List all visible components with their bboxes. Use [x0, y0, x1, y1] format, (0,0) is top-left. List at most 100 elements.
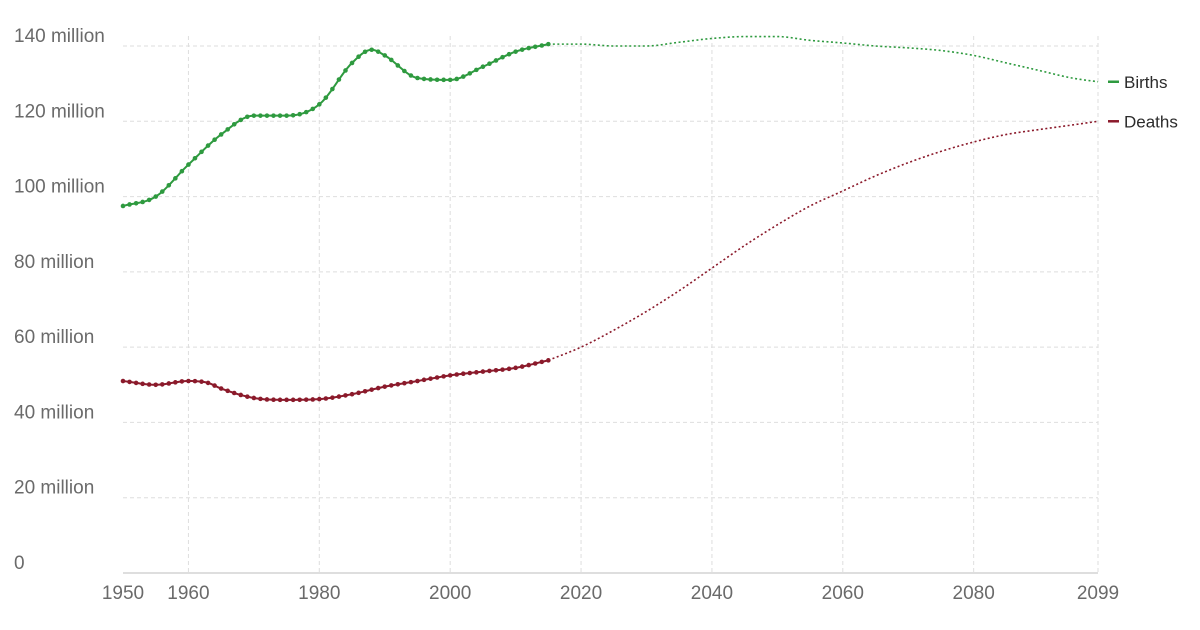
- deaths-data-point: [192, 378, 198, 384]
- births-data-point: [159, 189, 165, 194]
- deaths-data-point: [349, 391, 355, 397]
- deaths-data-point: [284, 397, 289, 403]
- births-data-point: [402, 68, 407, 74]
- y-tick-label: 20 million: [14, 478, 94, 499]
- deaths-data-point: [310, 397, 316, 402]
- births-data-point: [441, 77, 446, 83]
- births-data-point: [343, 68, 348, 73]
- deaths-data-point: [133, 380, 139, 386]
- deaths-data-point: [388, 383, 394, 388]
- deaths-data-point: [532, 361, 538, 366]
- births-data-point: [277, 113, 283, 118]
- births-data-point: [480, 64, 486, 69]
- births-data-point: [192, 155, 198, 161]
- deaths-data-point: [251, 395, 257, 401]
- births-data-point: [539, 43, 545, 48]
- deaths-data-point: [408, 379, 414, 385]
- births-data-point: [146, 197, 152, 203]
- y-tick-label: 40 million: [14, 402, 94, 423]
- deaths-data-point: [297, 397, 302, 403]
- deaths-data-point: [159, 382, 165, 387]
- births-data-point: [271, 113, 276, 118]
- births-data-point: [388, 57, 394, 63]
- deaths-data-point: [303, 397, 309, 402]
- deaths-data-point: [460, 371, 466, 377]
- births-data-point: [231, 122, 237, 127]
- deaths-data-point: [166, 381, 172, 386]
- births-data-point: [460, 74, 466, 79]
- deaths-data-point: [382, 384, 388, 389]
- deaths-data-point: [500, 367, 505, 372]
- births-data-point: [212, 137, 217, 143]
- births-data-point: [166, 183, 172, 188]
- deaths-data-point: [290, 397, 296, 403]
- deaths-data-point: [513, 365, 518, 371]
- deaths-projection-line: [548, 120, 1099, 362]
- x-axis-tick-labels: 1950 1960 1980 2000 2020 2040 2060 2080 2099: [102, 583, 1119, 604]
- deaths-data-point: [323, 396, 329, 401]
- y-tick-label: 80 million: [14, 252, 94, 273]
- births-data-point: [526, 45, 531, 51]
- deaths-data-point: [264, 397, 270, 402]
- y-tick-label: 120 million: [14, 101, 105, 122]
- x-tick-label: 2060: [822, 583, 864, 604]
- births-data-point: [290, 113, 296, 118]
- births-data-point: [362, 49, 368, 55]
- x-tick-label: 1960: [167, 583, 209, 604]
- deaths-data-point: [212, 383, 217, 388]
- deaths-data-point: [258, 396, 263, 402]
- births-projection-line: [548, 35, 1099, 83]
- births-legend-label: Births: [1124, 73, 1167, 92]
- births-data-point: [133, 201, 139, 206]
- x-tick-label: 2080: [953, 583, 995, 604]
- births-data-point: [199, 149, 204, 155]
- births-data-point: [474, 67, 479, 73]
- births-data-point: [153, 194, 159, 199]
- births-data-point: [173, 176, 178, 181]
- births-data-point: [467, 71, 473, 76]
- y-tick-label: 140 million: [14, 26, 105, 47]
- births-data-point: [336, 77, 342, 82]
- deaths-data-point: [336, 394, 342, 399]
- births-data-point: [500, 54, 505, 60]
- births-data-point: [218, 132, 224, 137]
- deaths-data-point: [127, 379, 132, 385]
- births-data-point: [408, 73, 414, 78]
- deaths-data-point: [330, 395, 335, 400]
- deaths-data-point: [506, 366, 512, 372]
- deaths-data-point: [474, 370, 479, 375]
- deaths-data-point: [362, 388, 368, 394]
- births-data-point: [225, 127, 230, 132]
- deaths-data-point: [173, 380, 178, 385]
- x-tick-label: 2020: [560, 583, 602, 604]
- births-data-point: [349, 60, 355, 66]
- births-data-point: [513, 49, 518, 54]
- x-tick-label: 1980: [298, 583, 340, 604]
- deaths-data-point: [428, 376, 433, 381]
- deaths-data-point: [153, 382, 159, 388]
- legend: Births Deaths: [1108, 73, 1178, 131]
- births-data-point: [323, 95, 329, 100]
- deaths-data-point: [519, 364, 525, 369]
- deaths-data-point: [120, 378, 126, 384]
- deaths-data-point: [271, 397, 276, 403]
- deaths-data-point: [375, 385, 381, 391]
- births-data-point: [317, 102, 322, 107]
- deaths-data-point: [487, 368, 492, 374]
- births-data-point: [382, 53, 388, 58]
- births-data-point: [120, 203, 126, 209]
- births-data-point: [127, 202, 132, 207]
- deaths-data-point: [277, 397, 283, 403]
- deaths-data-point: [402, 380, 407, 386]
- deaths-data-point: [146, 382, 152, 387]
- deaths-data-point: [317, 396, 322, 402]
- deaths-data-point: [415, 378, 420, 384]
- deaths-data-point: [441, 374, 446, 379]
- births-data-point: [303, 109, 309, 115]
- births-data-point: [532, 44, 538, 50]
- x-tick-label: 2040: [691, 583, 733, 604]
- deaths-data-point: [447, 373, 453, 378]
- deaths-data-point: [454, 372, 460, 377]
- deaths-data-point: [205, 380, 211, 386]
